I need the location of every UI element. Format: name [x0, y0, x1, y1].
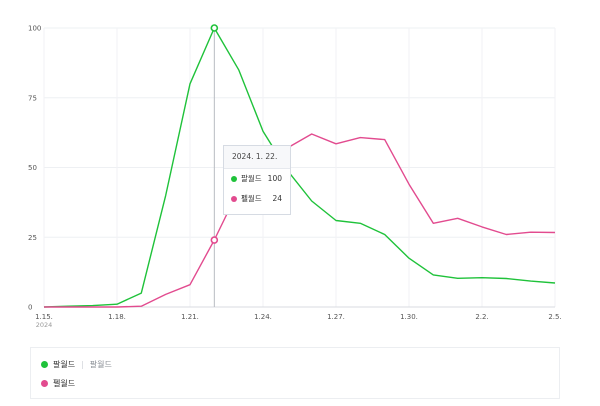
hover-point-marker-1	[210, 24, 219, 32]
tooltip-row: 팔월드 100	[224, 169, 290, 189]
series-color-dot-icon	[231, 176, 237, 182]
hover-point-marker-2	[210, 236, 219, 244]
x-tick-label: 1.27.	[327, 313, 345, 321]
tooltip-series-value: 24	[272, 194, 282, 203]
legend-label: 펠월드	[53, 379, 76, 388]
series-line-1	[43, 27, 556, 308]
x-tick-label: 2.2.	[475, 313, 488, 321]
legend-sub-keyword: 팔월드	[89, 360, 112, 369]
legend-separator: |	[81, 360, 84, 369]
series-color-dot-icon	[231, 196, 237, 202]
legend-dot-icon	[41, 361, 48, 368]
y-tick-label: 75	[28, 94, 37, 102]
hover-tooltip: 2024. 1. 22. 팔월드 100 펠월드 24	[223, 145, 291, 215]
tooltip-row: 펠월드 24	[224, 189, 290, 209]
y-tick-label: 100	[28, 25, 41, 33]
legend-label: 팔월드	[53, 360, 76, 369]
trend-line-chart: 0 25 50 75 100 1.15. 1.18. 1.21. 1.24. 1.27. 1.30…	[28, 24, 562, 329]
series-line-2	[44, 133, 556, 308]
legend-dot-icon	[41, 380, 48, 387]
x-year-label: 2024	[36, 321, 53, 329]
legend-item[interactable]: 펠월드	[41, 378, 75, 389]
tooltip-series-name: 펠월드	[241, 194, 262, 203]
x-tick-label: 1.21.	[181, 313, 199, 321]
tooltip-series-name: 팔월드	[241, 174, 262, 183]
x-tick-label: 2.5.	[548, 313, 561, 321]
legend-item[interactable]: 팔월드 | 팔월드	[41, 359, 112, 370]
x-tick-label: 1.24.	[254, 313, 272, 321]
y-tick-label: 25	[28, 234, 37, 242]
x-tick-label: 1.30.	[400, 313, 418, 321]
x-tick-label: 1.15.	[35, 313, 53, 321]
y-tick-label: 0	[28, 304, 32, 312]
tooltip-series-value: 100	[267, 174, 282, 183]
chart-legend: 팔월드 | 팔월드 펠월드	[30, 347, 560, 399]
tooltip-date: 2024. 1. 22.	[224, 146, 290, 169]
y-tick-label: 50	[28, 164, 37, 172]
x-tick-label: 1.18.	[108, 313, 126, 321]
